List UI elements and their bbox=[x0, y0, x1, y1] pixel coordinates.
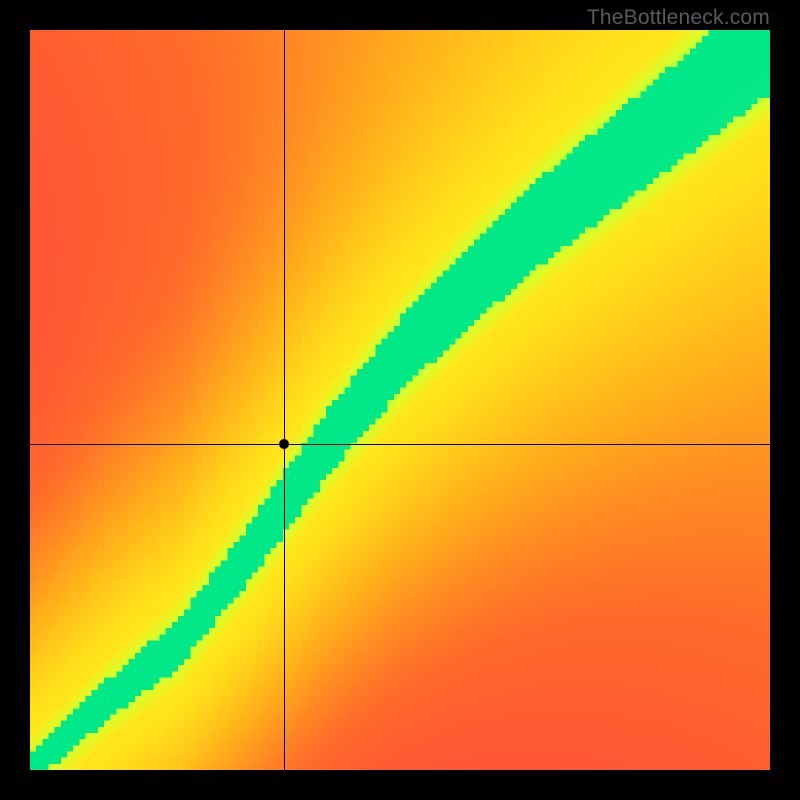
crosshair-horizontal bbox=[30, 444, 770, 445]
plot-area bbox=[30, 30, 770, 770]
heatmap-canvas bbox=[30, 30, 770, 770]
crosshair-vertical bbox=[284, 30, 285, 770]
watermark-text: TheBottleneck.com bbox=[587, 6, 770, 30]
crosshair-marker bbox=[279, 439, 289, 449]
